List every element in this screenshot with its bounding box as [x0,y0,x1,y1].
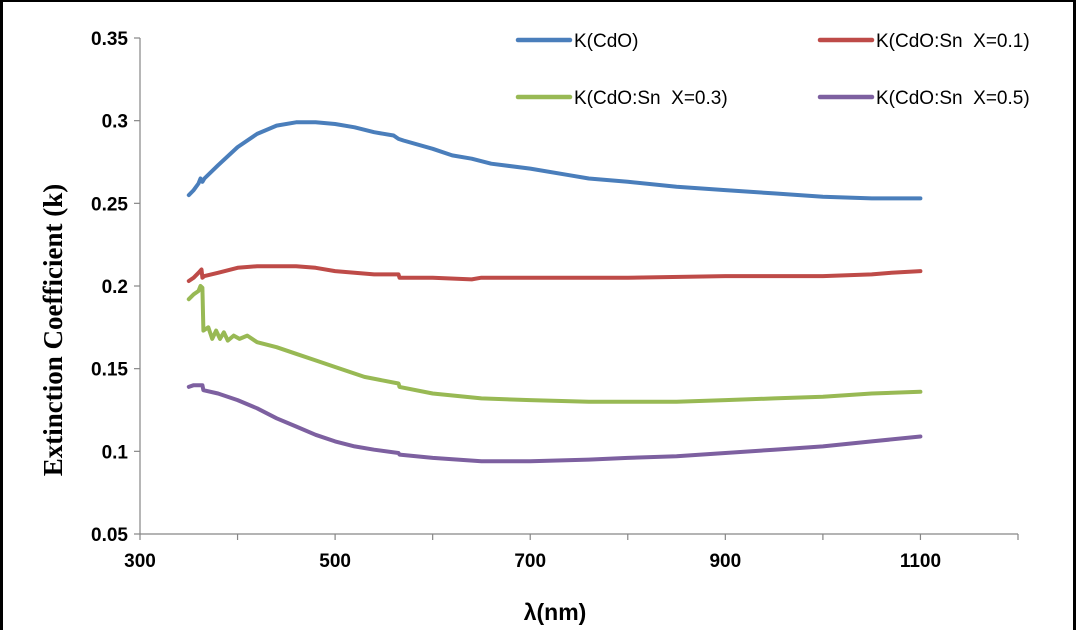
y-axis-title: Extinction Coefficient (k) [38,184,68,476]
legend-label: K(CdO) [574,31,638,52]
series-line-3 [186,284,923,404]
series-layer [186,120,923,464]
y-tick-label: 0.35 [91,29,128,50]
y-tick-label: 0.1 [102,442,129,463]
y-tick-label: 0.25 [91,194,128,215]
series-line-2 [186,264,923,283]
y-tick-label: 0.15 [91,360,128,381]
x-tick-label: 1100 [900,551,941,572]
legend-label: K(CdO:Sn X=0.1) [876,31,1030,52]
x-tick-label: 300 [124,551,156,572]
y-tick-label: 0.05 [91,525,128,546]
series-line-4 [186,383,923,464]
x-tick-label: 500 [319,551,351,572]
legend-label: K(CdO:Sn X=0.3) [574,88,728,109]
y-tick-label: 0.3 [102,112,128,133]
x-tick-label: 900 [709,551,741,572]
legend-label: K(CdO:Sn X=0.5) [876,88,1030,109]
y-tick-label: 0.2 [102,277,128,298]
x-tick-label: 700 [514,551,546,572]
x-axis-title: λ(nm) [524,599,587,625]
axes: 0.05 0.1 0.15 0.2 0.25 0.3 0.35 300 500 700 900 110… [91,29,1019,572]
series-line-1 [186,120,923,201]
legend: K(CdO) K(CdO:Sn X=0.1) K(CdO:Sn X=0.3) K(Cd… [515,31,1030,109]
